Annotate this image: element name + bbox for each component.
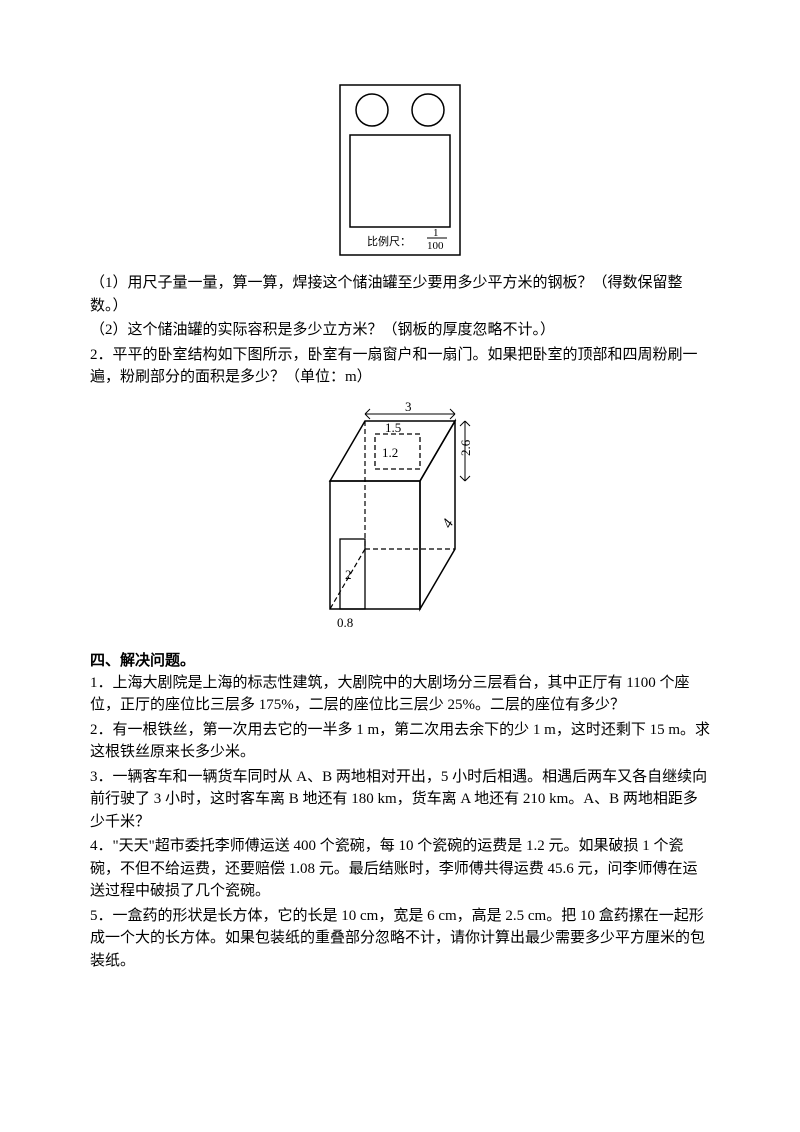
- question-1-1: （1）用尺子量一量，算一算，焊接这个储油罐至少要用多少平方米的钢板？（得数保留整…: [90, 272, 710, 317]
- figure-2-container: 3 1.5 1.2 2.6 4 2 0.8: [90, 399, 710, 639]
- problem-1: 1．上海大剧院是上海的标志性建筑，大剧院中的大剧场分三层看台，其中正厅有 110…: [90, 672, 710, 717]
- svg-text:比例尺：: 比例尺：: [367, 234, 411, 248]
- svg-text:100: 100: [427, 240, 444, 252]
- problem-2: 2．有一根铁丝，第一次用去它的一半多 1 m，第二次用去余下的少 1 m，这时还…: [90, 719, 710, 764]
- section-4-title: 四、解决问题。: [90, 649, 710, 670]
- svg-text:1.5: 1.5: [385, 420, 401, 435]
- question-2: 2．平平的卧室结构如下图所示，卧室有一扇窗户和一扇门。如果把卧室的顶部和四周粉刷…: [90, 344, 710, 389]
- svg-text:1.2: 1.2: [382, 445, 398, 460]
- problem-4: 4．"天天"超市委托李师傅运送 400 个瓷碗，每 10 个瓷碗的运费是 1.2…: [90, 835, 710, 903]
- figure-1-svg: 比例尺： 1 100: [335, 80, 465, 260]
- svg-text:2: 2: [345, 567, 352, 582]
- question-1-2: （2）这个储油罐的实际容积是多少立方米？（钢板的厚度忽略不计。）: [90, 319, 710, 342]
- figure-1-container: 比例尺： 1 100: [90, 80, 710, 260]
- problem-3: 3．一辆客车和一辆货车同时从 A、B 两地相对开出，5 小时后相遇。相遇后两车又…: [90, 766, 710, 834]
- problem-5: 5．一盒药的形状是长方体，它的长是 10 cm，宽是 6 cm，高是 2.5 c…: [90, 905, 710, 973]
- svg-text:2.6: 2.6: [458, 439, 473, 456]
- figure-2-svg: 3 1.5 1.2 2.6 4 2 0.8: [290, 399, 510, 639]
- svg-text:0.8: 0.8: [337, 615, 353, 630]
- svg-text:3: 3: [405, 399, 412, 414]
- svg-text:1: 1: [433, 227, 439, 239]
